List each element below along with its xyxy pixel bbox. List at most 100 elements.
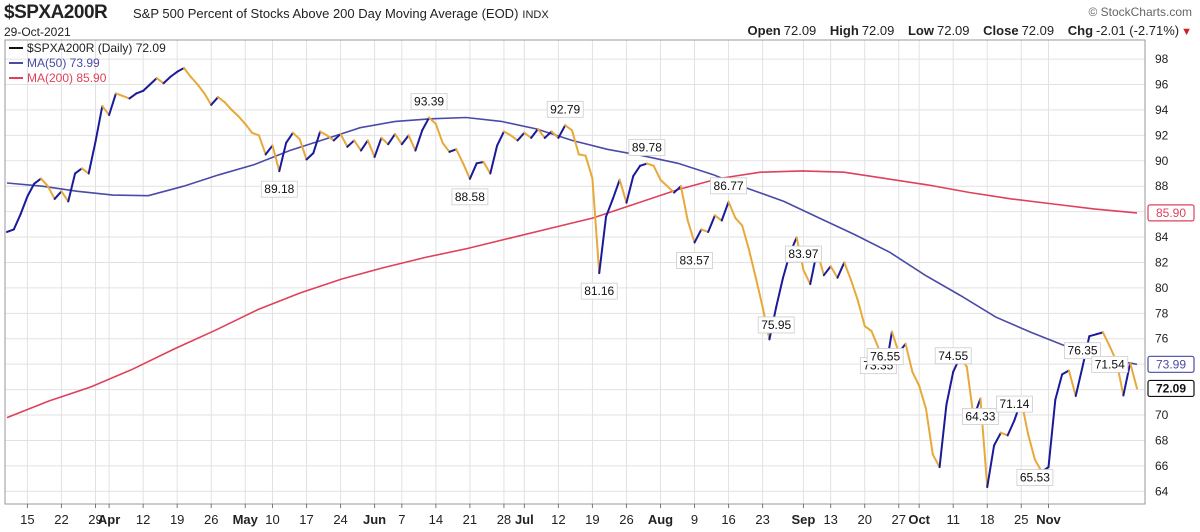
price-segment — [448, 148, 458, 153]
price-segment — [1061, 369, 1070, 376]
annotation-box — [260, 180, 298, 198]
price-segment — [135, 89, 145, 95]
price-segment — [571, 129, 580, 156]
price-segment — [53, 190, 63, 200]
price-segment — [836, 261, 846, 279]
x-tick-label: 27 — [892, 512, 906, 527]
price-segment — [938, 403, 948, 469]
x-tick-label: Jun — [363, 512, 386, 527]
price-segment — [33, 177, 43, 185]
chart-legend: $SPXA200R (Daily) 72.09 MA(50) 73.99 MA(… — [9, 41, 166, 85]
chg-down-arrow-icon: ▼ — [1181, 26, 1192, 38]
chg-value: -2.01 (-2.71%) — [1096, 23, 1180, 38]
ma200-line — [6, 170, 1138, 419]
price-segment — [666, 185, 676, 194]
x-tick-label: 23 — [755, 512, 769, 527]
x-tick-label: 9 — [691, 512, 698, 527]
y-tick-label: 98 — [1155, 52, 1169, 66]
price-segment — [40, 177, 49, 188]
x-tick-label: 12 — [136, 512, 150, 527]
price-segment — [475, 161, 485, 165]
price-segment — [312, 130, 322, 155]
price-segment — [775, 276, 785, 308]
price-segment — [591, 177, 601, 275]
price-segment — [421, 116, 431, 132]
x-tick-label: 26 — [619, 512, 633, 527]
x-tick-label: 28 — [497, 512, 511, 527]
price-segment — [945, 370, 955, 406]
annotation-label: 89.18 — [264, 182, 294, 196]
price-segment — [605, 197, 614, 218]
price-segment — [223, 101, 233, 111]
x-tick-label: 19 — [170, 512, 184, 527]
price-segment — [1027, 433, 1036, 461]
brand-watermark[interactable]: © StockCharts.com — [1088, 5, 1192, 19]
price-segment — [727, 200, 737, 219]
price-segment — [1101, 331, 1111, 348]
price-segment — [550, 130, 560, 139]
chg-label: Chg — [1067, 23, 1094, 38]
price-segment — [325, 134, 335, 142]
y-tick-label: 76 — [1155, 332, 1169, 346]
x-tick-label: 24 — [333, 512, 347, 527]
price-segment — [754, 276, 764, 308]
annotation-label: 93.39 — [414, 95, 444, 109]
annotation-box — [580, 282, 618, 300]
y-tick-label: 84 — [1155, 230, 1169, 244]
annotation-box — [1064, 342, 1101, 360]
price-segment — [468, 162, 478, 180]
x-tick-label: 15 — [20, 512, 34, 527]
price-chart[interactable]: 89.18 93.39 88.58 92.79 81.16 89.78 83.57 86.77… — [0, 36, 1200, 532]
price-segment — [176, 66, 185, 73]
open-value: 72.09 — [783, 23, 817, 38]
annotation-box — [996, 395, 1033, 413]
annotation-box — [546, 100, 584, 118]
price-segment — [625, 175, 635, 204]
price-segment — [128, 92, 138, 100]
price-segment — [639, 162, 648, 167]
price-segment — [598, 215, 608, 275]
price-segment — [700, 228, 710, 233]
value-tag-label: 72.09 — [1156, 381, 1186, 395]
price-segment — [1129, 361, 1138, 390]
price-segment — [632, 164, 642, 178]
price-segment — [257, 134, 267, 156]
price-segment — [305, 152, 315, 161]
annotation-label: 89.78 — [632, 141, 662, 155]
price-segment — [394, 133, 403, 146]
x-tick-label: May — [233, 512, 259, 527]
price-segment — [856, 299, 866, 328]
y-tick-label: 82 — [1155, 255, 1169, 269]
value-tag-label: 73.99 — [1156, 357, 1186, 371]
price-segment — [400, 134, 410, 146]
price-segment — [462, 162, 471, 180]
price-segment — [251, 131, 260, 137]
x-tick-label: Aug — [648, 512, 673, 527]
y-tick-label: 92 — [1155, 128, 1169, 142]
annotation-box — [934, 347, 972, 365]
y-tick-label: 64 — [1155, 484, 1169, 498]
x-tick-label: 19 — [585, 512, 599, 527]
value-tag — [1147, 355, 1195, 373]
price-segment — [380, 136, 390, 146]
price-segment — [230, 108, 240, 118]
price-segment — [659, 178, 669, 188]
price-segment — [747, 248, 757, 279]
annotation-box — [628, 139, 666, 156]
price-segment — [94, 105, 104, 143]
price-segment — [543, 130, 553, 139]
annotation-label: 71.54 — [1095, 357, 1125, 371]
price-segment — [523, 131, 533, 139]
price-segment — [911, 370, 921, 387]
symbol-description: S&P 500 Percent of Stocks Above 200 Day … — [133, 6, 549, 21]
price-segment — [366, 139, 376, 158]
price-segment — [618, 178, 628, 204]
x-tick-label: Oct — [908, 512, 930, 527]
high-label: High — [829, 23, 859, 38]
price-segment — [918, 384, 927, 410]
peak-trough-annotations: 89.18 93.39 88.58 92.79 81.16 89.78 83.57 86.77… — [260, 93, 1129, 486]
x-tick-label: 29 — [88, 512, 102, 527]
price-segment — [1006, 419, 1016, 437]
x-tick-label: Apr — [98, 512, 120, 527]
price-segment — [843, 261, 853, 282]
